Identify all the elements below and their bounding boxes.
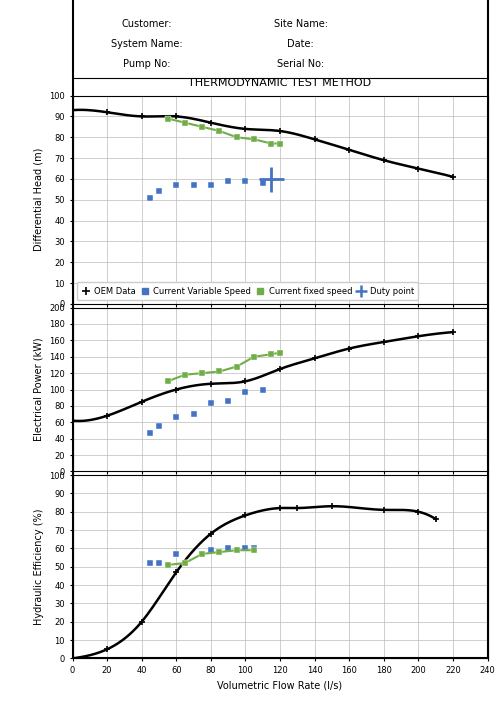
Text: Serial No:: Serial No: — [277, 59, 324, 69]
Text: Customer:: Customer: — [122, 19, 172, 29]
Legend: OEM Data, Current Variable Speed, Current fixed speed, Duty point: OEM Data, Current Variable Speed, Curren… — [76, 282, 418, 299]
Text: Pump No:: Pump No: — [124, 59, 171, 69]
Y-axis label: Hydraulic Efficiency (%): Hydraulic Efficiency (%) — [34, 508, 43, 625]
Text: THERMODYNAMIC TEST METHOD: THERMODYNAMIC TEST METHOD — [188, 78, 372, 88]
Y-axis label: Differential Head (m): Differential Head (m) — [34, 148, 43, 251]
Text: Site Name:: Site Name: — [274, 19, 328, 29]
X-axis label: Volumetric Flow Rate (l/s): Volumetric Flow Rate (l/s) — [218, 680, 342, 690]
Text: System Name:: System Name: — [112, 39, 183, 50]
Y-axis label: Electrical Power (kW): Electrical Power (kW) — [34, 338, 43, 441]
Text: Date:: Date: — [288, 39, 314, 50]
